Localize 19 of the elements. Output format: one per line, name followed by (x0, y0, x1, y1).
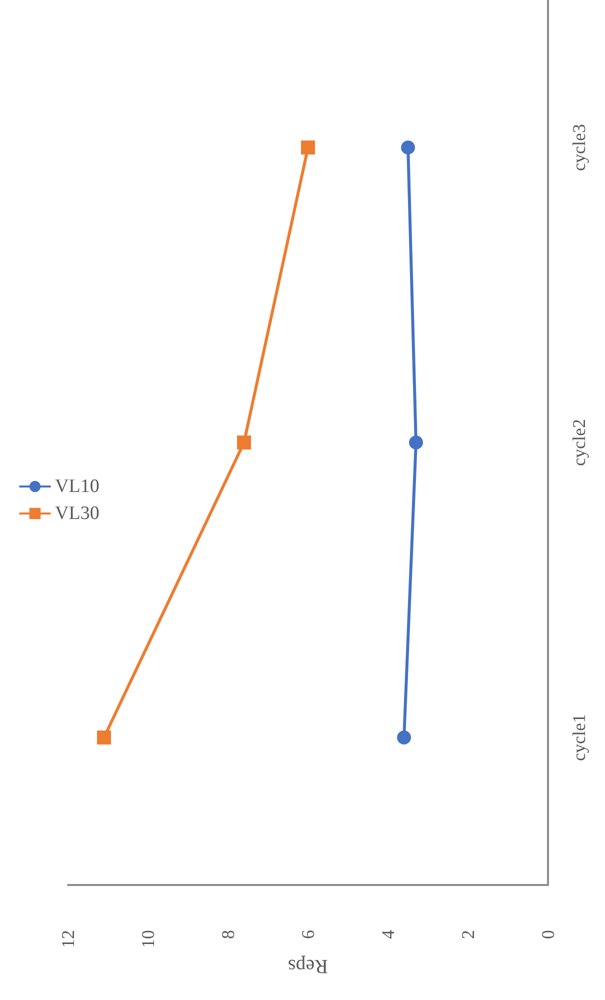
legend-label: VL10 (55, 476, 100, 497)
point (237, 436, 251, 450)
y-tick-label: cycle1 (569, 714, 589, 761)
x-tick-label: 12 (58, 930, 78, 948)
point (409, 436, 423, 450)
x-axis-title: Reps (288, 954, 328, 977)
x-tick-label: 2 (458, 930, 478, 939)
point (397, 730, 411, 744)
x-tick-label: 6 (298, 930, 318, 939)
point (97, 730, 111, 744)
x-tick-label: 8 (218, 930, 238, 939)
x-tick-label: 10 (138, 930, 158, 948)
x-tick-label: 4 (378, 930, 398, 939)
y-tick-label: cycle2 (569, 419, 589, 466)
y-tick-label: cycle3 (569, 124, 589, 171)
legend-label: VL30 (55, 503, 100, 524)
point (401, 140, 415, 154)
point (301, 140, 315, 154)
x-tick-label: 0 (538, 930, 558, 939)
